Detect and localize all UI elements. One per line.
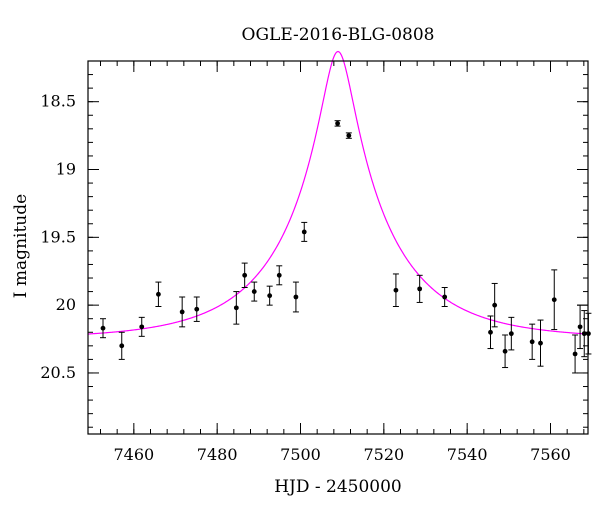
y-axis-label: I magnitude [11, 194, 31, 298]
data-marker [417, 286, 423, 292]
data-point [392, 273, 399, 308]
x-axis-label: HJD - 2450000 [274, 477, 402, 497]
data-point [233, 291, 240, 325]
x-tick-label: 7460 [113, 445, 154, 464]
data-point [118, 331, 125, 360]
data-marker [276, 272, 282, 278]
data-marker [529, 339, 535, 345]
data-point [301, 221, 308, 242]
model-curve-line [87, 50, 589, 335]
data-marker [538, 340, 543, 346]
data-marker [119, 343, 125, 349]
data-marker [242, 272, 248, 278]
x-tick-label: 7500 [280, 445, 321, 464]
data-marker [251, 289, 257, 294]
data-point [266, 285, 273, 306]
data-point [502, 334, 509, 369]
data-marker [442, 294, 448, 300]
data-point [334, 120, 341, 127]
x-tick-label: 7540 [447, 445, 488, 464]
y-tick-label: 18.5 [40, 92, 76, 111]
data-marker [139, 324, 145, 330]
data-marker [488, 329, 493, 335]
data-marker [301, 229, 307, 235]
data-point [179, 296, 186, 328]
data-marker [179, 309, 185, 315]
x-tick-label: 7480 [197, 445, 238, 464]
data-marker [508, 331, 514, 337]
data-marker [502, 348, 508, 354]
y-tick-label: 20.5 [40, 363, 76, 382]
data-point [251, 281, 258, 302]
data-marker [346, 133, 352, 139]
data-point [577, 304, 584, 350]
data-point [100, 318, 106, 339]
data-marker [194, 306, 200, 312]
x-tick-label: 7520 [363, 445, 404, 464]
data-marker [393, 287, 399, 293]
y-tick-label: 20 [56, 295, 76, 314]
data-point [529, 323, 536, 360]
data-point [292, 281, 299, 313]
data-point [508, 316, 515, 351]
plot-frame [87, 60, 589, 435]
data-marker [551, 297, 557, 303]
data-point [491, 282, 498, 328]
data-marker [572, 351, 578, 357]
data-point [276, 265, 283, 286]
data-point [537, 319, 544, 367]
data-point [241, 262, 248, 289]
y-tick-label: 19.5 [40, 227, 76, 246]
data-point [193, 296, 200, 322]
data-point [551, 269, 558, 331]
data-marker [492, 302, 498, 308]
axis-ticks-layer: 7460 7480 7500 7520 7540 7560 18.5 19 19.5 20 20.5 [40, 60, 588, 464]
data-marker [293, 294, 299, 300]
data-point [345, 132, 352, 139]
data-marker [156, 291, 161, 297]
data-marker [267, 293, 273, 299]
y-tick-label: 19 [56, 160, 76, 179]
data-point [416, 274, 423, 303]
model-curve-layer [87, 50, 589, 335]
data-marker [577, 324, 583, 330]
chart-title: OGLE-2016-BLG-0808 [242, 25, 435, 45]
data-point [487, 315, 494, 350]
data-point [572, 334, 579, 374]
data-marker [335, 120, 340, 126]
data-point [155, 281, 162, 308]
data-point [138, 316, 145, 337]
data-point [441, 287, 448, 308]
data-marker [233, 305, 239, 311]
data-points-layer [100, 120, 592, 374]
x-tick-label: 7560 [530, 445, 571, 464]
data-marker [100, 325, 106, 331]
